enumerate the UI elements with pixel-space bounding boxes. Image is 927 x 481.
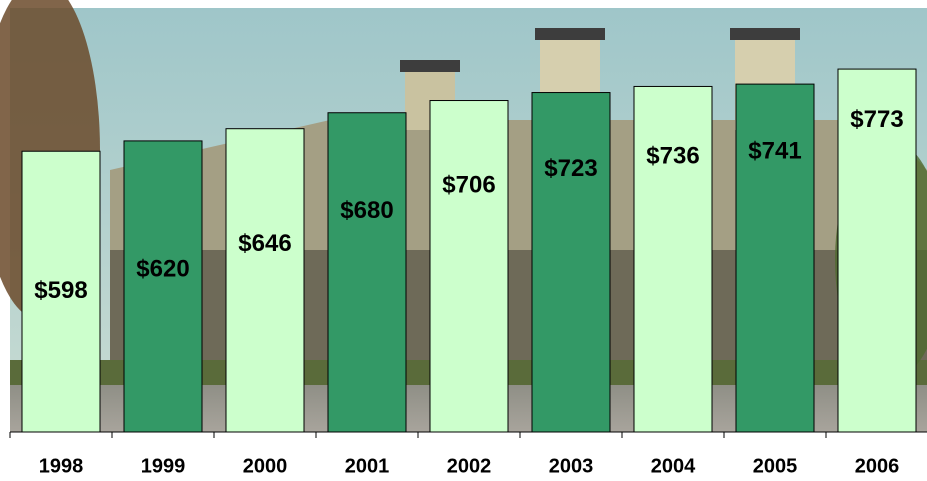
value-label: $723 bbox=[544, 155, 597, 182]
bar bbox=[735, 83, 815, 433]
x-tick-label: 1998 bbox=[39, 455, 84, 477]
bar bbox=[531, 92, 611, 433]
bar bbox=[225, 128, 305, 433]
x-tick-label: 2004 bbox=[651, 455, 696, 477]
value-label: $620 bbox=[136, 256, 189, 283]
bar bbox=[21, 150, 101, 433]
value-label: $736 bbox=[646, 142, 699, 169]
value-label: $598 bbox=[34, 277, 87, 304]
x-tick-label: 2006 bbox=[855, 455, 900, 477]
x-tick-label: 2000 bbox=[243, 455, 288, 477]
x-tick-label: 2003 bbox=[549, 455, 594, 477]
value-label: $741 bbox=[748, 137, 801, 164]
value-label: $646 bbox=[238, 230, 291, 257]
x-tick-label: 2001 bbox=[345, 455, 390, 477]
bar bbox=[837, 68, 917, 433]
x-tick-label: 2002 bbox=[447, 455, 492, 477]
bar bbox=[327, 112, 407, 433]
bar bbox=[123, 140, 203, 433]
value-label: $706 bbox=[442, 172, 495, 199]
bar bbox=[633, 85, 713, 433]
value-label: $773 bbox=[850, 106, 903, 133]
x-tick-label: 2005 bbox=[753, 455, 798, 477]
bar bbox=[429, 100, 509, 433]
x-tick-label: 1999 bbox=[141, 455, 186, 477]
value-label: $680 bbox=[340, 197, 393, 224]
